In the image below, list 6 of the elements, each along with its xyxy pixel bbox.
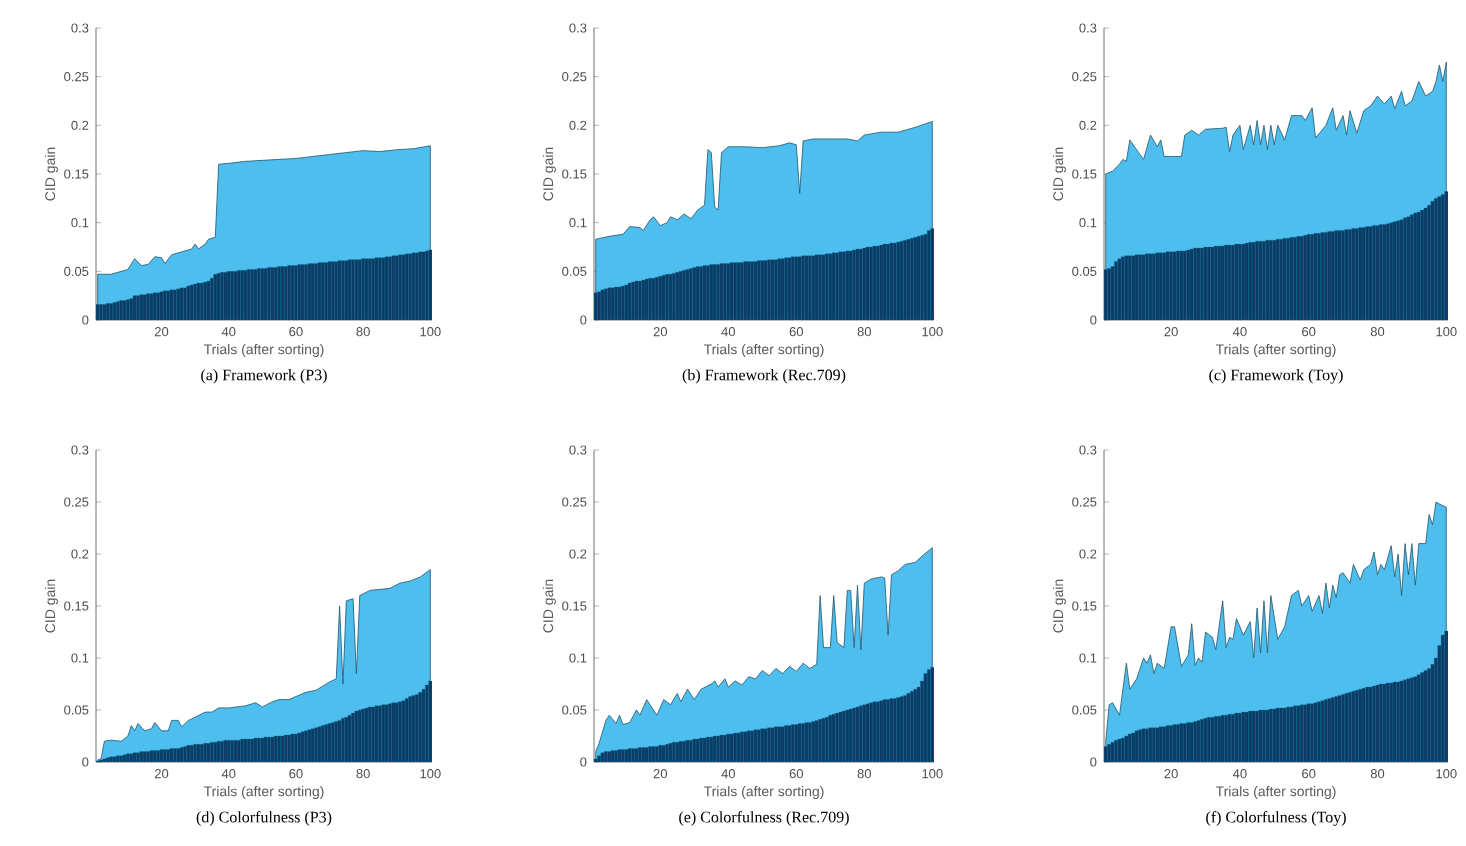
text: (d) Colorfulness (P3) [196, 811, 332, 826]
text: (a) Framework (P3) [201, 369, 327, 384]
text: (b) Framework (Rec.709) [682, 369, 846, 384]
text: (c) Framework (Toy) [1209, 369, 1343, 384]
text: (f) Colorfulness (Toy) [1206, 811, 1346, 826]
text: (e) Colorfulness (Rec.709) [679, 811, 849, 826]
